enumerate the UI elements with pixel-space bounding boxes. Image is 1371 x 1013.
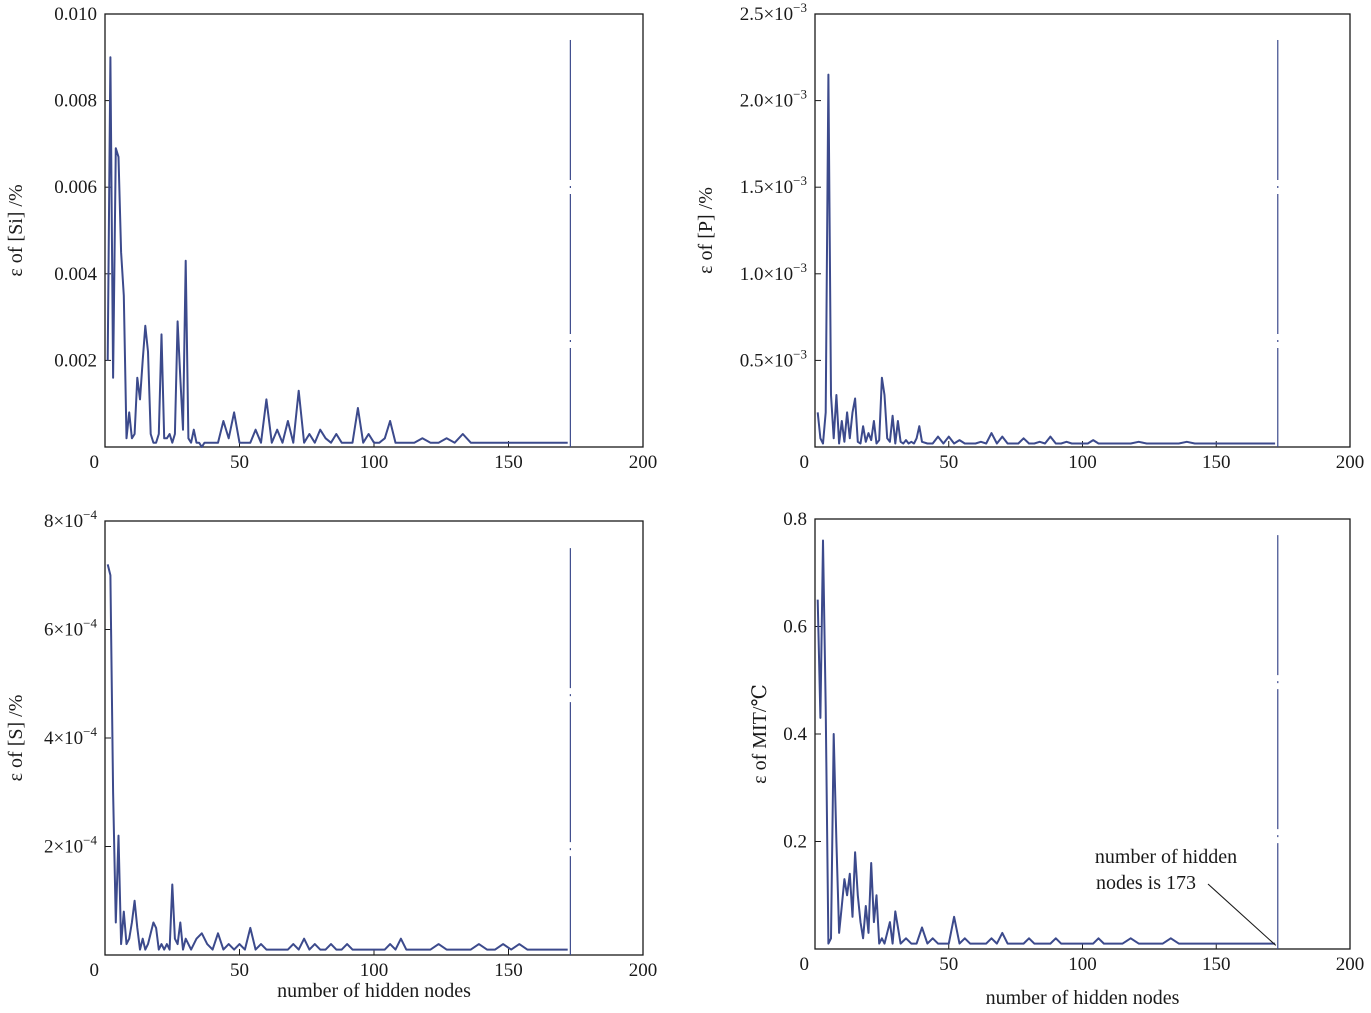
x-tick-label: 150	[494, 960, 523, 981]
x-tick-label: 0	[800, 954, 810, 975]
y-tick-label-base: 0.004	[54, 264, 97, 285]
x-tick-label: 0	[800, 452, 810, 473]
x-tick-label: 100	[1068, 954, 1097, 975]
y-tick-label-base: 2.5×10	[740, 4, 793, 25]
y-tick-label-exponent: −4	[83, 507, 97, 522]
y-tick-label-base: 0.2	[783, 832, 807, 853]
y-tick-label-base: 0.4	[783, 724, 807, 745]
y-tick-label-base: 1.5×10	[740, 177, 793, 198]
x-tick-label: 50	[230, 452, 249, 473]
x-tick-label: 100	[360, 960, 389, 981]
y-axis-label: ε of [Si] /%	[5, 184, 27, 276]
error-series-line	[106, 564, 568, 951]
y-tick-label-exponent: −3	[793, 346, 807, 361]
y-tick-label: 0.6	[783, 617, 807, 638]
y-tick-label-exponent: −3	[793, 0, 807, 15]
y-tick-label-exponent: −3	[793, 173, 807, 188]
y-tick-label-base: 0.006	[54, 177, 97, 198]
x-tick-label: 50	[230, 960, 249, 981]
x-axis-label: number of hidden nodes	[986, 987, 1180, 1009]
y-tick-label-exponent: −3	[793, 260, 807, 275]
y-tick-label: 0.004	[54, 264, 97, 285]
y-tick-label: 0.002	[54, 350, 97, 371]
x-tick-label: 150	[1202, 452, 1231, 473]
x-tick-label: 50	[939, 452, 958, 473]
x-axis-label: number of hidden nodes	[277, 980, 471, 1002]
chart-panel-1: 0 50 100 150 200 0.002 0.004 0.006 0.008 0.010 ε o…	[5, 4, 657, 473]
x-tick-label: 0	[90, 960, 100, 981]
x-tick-label: 150	[494, 452, 523, 473]
y-tick-label-base: 0.8	[783, 509, 807, 530]
y-tick-label: 2×10−4	[44, 833, 98, 858]
y-tick-label: 0.006	[54, 177, 97, 198]
y-tick-label-base: 2×10	[44, 837, 83, 858]
y-tick-label-exponent: −4	[83, 616, 97, 631]
x-tick-label: 150	[1202, 954, 1231, 975]
annotation-line-1: number of hidden	[1095, 846, 1237, 868]
y-tick-label: 0.4	[783, 724, 807, 745]
y-tick-label: 6×10−4	[44, 616, 98, 641]
y-tick-label-base: 0.010	[54, 4, 97, 25]
y-tick-label-base: 0.002	[54, 350, 97, 371]
y-tick-label-base: 2.0×10	[740, 91, 793, 112]
plot-frame	[814, 518, 1351, 950]
y-axis-label: ε of [S] /%	[5, 695, 27, 782]
y-tick-label-exponent: −4	[83, 724, 97, 739]
y-tick-label: 0.008	[54, 91, 97, 112]
y-tick-label: 0.2	[783, 832, 807, 853]
y-tick-label: 0.5×10−3	[740, 346, 807, 371]
x-tick-label: 50	[939, 954, 958, 975]
y-tick-label-base: 8×10	[44, 511, 83, 532]
y-tick-label-exponent: −4	[83, 833, 97, 848]
y-tick-label-base: 0.5×10	[740, 350, 793, 371]
y-axis-label: ε of [P] /%	[695, 187, 717, 274]
plot-frame	[814, 13, 1351, 448]
x-tick-label: 200	[1336, 954, 1365, 975]
y-tick-label: 2.5×10−3	[740, 0, 807, 25]
y-tick-label: 0.010	[54, 4, 97, 25]
error-series-line	[816, 73, 1276, 445]
chart-panel-2: 0 50 100 150 2000.5×10−31.0×10−31.5×10−32.0×…	[695, 0, 1364, 473]
y-tick-label: 0.8	[783, 509, 807, 530]
y-tick-label-exponent: −3	[793, 87, 807, 102]
y-tick-label: 4×10−4	[44, 724, 98, 749]
x-tick-label: 100	[360, 452, 389, 473]
y-tick-label-base: 6×10	[44, 620, 83, 641]
plot-frame	[104, 520, 644, 956]
error-series-line	[106, 56, 568, 448]
x-tick-label: 100	[1068, 452, 1097, 473]
error-series-line	[816, 539, 1276, 945]
y-tick-label-base: 1.0×10	[740, 264, 793, 285]
x-tick-label: 200	[1336, 452, 1365, 473]
plot-frame	[104, 13, 644, 448]
y-axis-label: ε of MIT/℃	[749, 684, 771, 784]
y-tick-label: 1.5×10−3	[740, 173, 807, 198]
x-tick-label: 200	[629, 452, 658, 473]
annotation-line-2: nodes is 173	[1096, 872, 1196, 894]
chart-panel-4: 0 50 100 150 200 0.2 0.4 0.6 0.8 ε of MIT/℃ number…	[749, 509, 1364, 1009]
x-tick-label: 200	[629, 960, 658, 981]
y-tick-label: 8×10−4	[44, 507, 98, 532]
y-tick-label: 2.0×10−3	[740, 87, 807, 112]
y-tick-label: 1.0×10−3	[740, 260, 807, 285]
annotation-leader-line	[1207, 883, 1277, 946]
y-tick-label-base: 0.6	[783, 617, 807, 638]
x-tick-label: 0	[90, 452, 100, 473]
y-tick-label-base: 0.008	[54, 91, 97, 112]
y-tick-label-base: 4×10	[44, 728, 83, 749]
